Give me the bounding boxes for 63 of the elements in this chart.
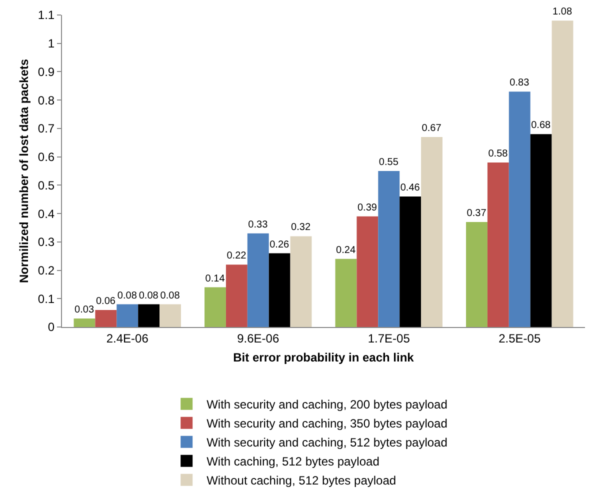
- data-label: 0.22: [226, 250, 247, 262]
- data-label: 0.58: [488, 148, 508, 160]
- y-tick-label: 0.6: [38, 150, 55, 164]
- bar: [466, 222, 488, 327]
- data-label: 0.83: [510, 78, 530, 89]
- y-axis-title: Normilized number of lost data packets: [17, 58, 32, 284]
- x-axis-title: Bit error probability in each link: [233, 350, 414, 364]
- bar: [487, 162, 509, 327]
- y-tick-label: 1: [48, 36, 55, 51]
- data-label: 0.08: [138, 290, 159, 302]
- bar: [290, 236, 312, 327]
- bar: [204, 287, 226, 327]
- data-label: 0.33: [248, 219, 268, 230]
- data-label: 0.14: [205, 273, 226, 284]
- data-label: 0.39: [357, 202, 378, 214]
- bar: [138, 304, 160, 327]
- bar: [160, 304, 181, 327]
- data-label: 0.03: [74, 304, 94, 316]
- bar: [552, 20, 574, 327]
- bar: [226, 264, 248, 327]
- legend-label: With security and caching, 200 bytes payload: [206, 398, 448, 412]
- bar: [247, 233, 269, 327]
- bar: [356, 216, 378, 327]
- legend-label: With caching, 512 bytes payload: [206, 454, 380, 469]
- data-label: 0.32: [291, 222, 311, 234]
- data-label: 0.08: [160, 290, 180, 302]
- bar: [74, 318, 96, 327]
- y-tick-label: 0.9: [38, 64, 55, 79]
- bar: [400, 196, 422, 327]
- legend-label: Without caching, 512 bytes payload: [206, 474, 396, 488]
- y-tick-label: 0.7: [38, 122, 55, 136]
- y-tick-label: 0.4: [38, 206, 55, 221]
- y-tick-label: 0.5: [38, 178, 55, 192]
- y-tick-label: 0.2: [38, 263, 55, 278]
- data-label: 0.26: [270, 239, 290, 250]
- y-tick-label: 0.3: [38, 235, 55, 250]
- data-label: 0.24: [336, 244, 356, 256]
- data-label: 0.55: [378, 157, 399, 168]
- legend-label: With security and caching, 350 bytes payload: [206, 416, 448, 431]
- data-label: 1.08: [552, 6, 572, 18]
- data-label: 0.46: [400, 182, 420, 194]
- x-tick-label: 2.5E-05: [498, 331, 541, 346]
- bar: [421, 136, 442, 327]
- bar: [378, 171, 400, 327]
- y-tick-label: 0.1: [38, 292, 55, 306]
- bar: [335, 258, 357, 327]
- x-tick-label: 1.7E-05: [368, 331, 410, 346]
- data-label: 0.68: [531, 120, 552, 132]
- bar: [530, 134, 552, 327]
- bar: [116, 304, 138, 327]
- bar: [508, 92, 530, 327]
- data-label: 0.06: [96, 296, 116, 307]
- bar: [268, 253, 290, 327]
- x-tick-label: 2.4E-06: [106, 331, 149, 346]
- y-tick-label: 1.1: [38, 8, 55, 22]
- y-tick-label: 0: [48, 320, 55, 334]
- data-label: 0.08: [117, 290, 138, 302]
- y-tick-label: 0.8: [38, 93, 55, 108]
- legend-label: With security and caching, 512 bytes payload: [206, 436, 448, 450]
- data-label: 0.37: [466, 208, 487, 220]
- bar: [95, 310, 117, 327]
- data-label: 0.67: [422, 122, 442, 134]
- x-tick-label: 9.6E-06: [237, 331, 280, 346]
